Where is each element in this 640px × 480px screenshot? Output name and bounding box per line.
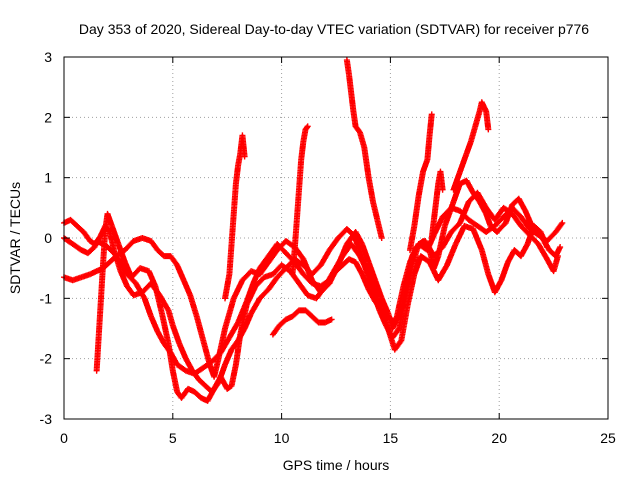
series-spike-13h xyxy=(343,57,385,241)
x-tick-label: 0 xyxy=(60,430,68,446)
x-tick-label: 20 xyxy=(491,430,507,446)
chart-title: Day 353 of 2020, Sidereal Day-to-day VTE… xyxy=(79,21,589,37)
series-markers xyxy=(93,212,550,404)
series-markers xyxy=(289,124,310,276)
y-tick-label: -2 xyxy=(40,351,53,367)
series-markers xyxy=(222,133,248,300)
series-markers xyxy=(270,307,334,337)
series-trace-5 xyxy=(269,307,335,338)
x-tick-label: 25 xyxy=(600,430,616,446)
series-spike-11h xyxy=(289,123,311,278)
series-markers xyxy=(62,178,563,379)
y-tick-label: 0 xyxy=(44,230,52,246)
data-marks xyxy=(61,57,566,404)
axes: 0 5 10 15 20 25 -3 -2 -1 0 1 2 3 xyxy=(40,49,616,446)
series-spike-17h xyxy=(428,168,446,241)
y-tick-label: 2 xyxy=(44,109,52,125)
series-markers xyxy=(451,100,492,192)
x-tick-label: 5 xyxy=(169,430,177,446)
y-tick-label: -3 xyxy=(40,411,53,427)
series-markers xyxy=(407,112,435,252)
series-spike-16h xyxy=(406,111,435,254)
x-tick-label: 10 xyxy=(274,430,290,446)
y-tick-label: 3 xyxy=(44,49,52,65)
series-markers xyxy=(344,58,385,240)
y-tick-label: 1 xyxy=(44,170,52,186)
y-axis-label: SDTVAR / TECUs xyxy=(7,182,23,294)
series-trace-4 xyxy=(93,210,551,404)
x-axis-label: GPS time / hours xyxy=(283,457,390,473)
series-spike-19h xyxy=(450,99,492,193)
series-spike-8h xyxy=(222,132,248,302)
series-markers xyxy=(428,170,446,240)
x-tick-label: 15 xyxy=(383,430,399,446)
y-tick-label: -1 xyxy=(40,290,53,306)
